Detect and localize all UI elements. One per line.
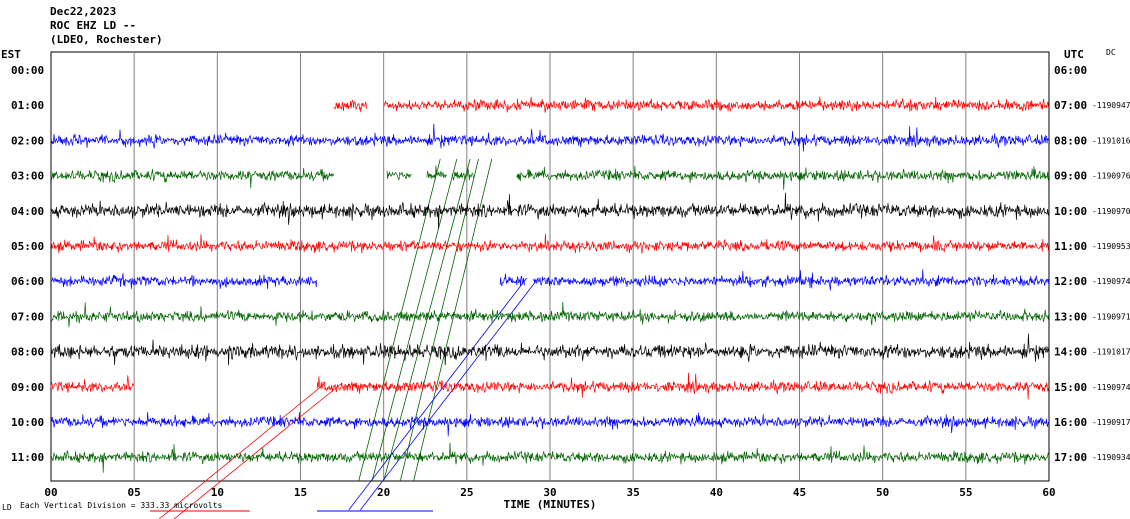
diagonal-artifact [158, 382, 326, 519]
x-tick-label: 60 [1042, 486, 1055, 499]
row-label-right: 16:00 [1054, 416, 1087, 429]
date-label: Dec22,2023 [50, 5, 117, 18]
row-label-right: 12:00 [1054, 275, 1087, 288]
diagonal-artifact [399, 158, 479, 482]
row-label-right: 09:00 [1054, 170, 1087, 183]
x-tick-label: 10 [211, 486, 224, 499]
x-tick-label: 35 [627, 486, 640, 499]
trace-segment [50, 411, 1049, 437]
row-label-left: 08:00 [11, 346, 44, 359]
dc-offset-label: -1190953 [1092, 242, 1130, 251]
dc-offset-label: -1190974 [1092, 383, 1130, 392]
dc-offset-label: -1190970 [1092, 207, 1130, 216]
row-label-right: 11:00 [1054, 240, 1087, 253]
station-label: ROC EHZ LD -- [50, 19, 137, 32]
row-label-left: 06:00 [11, 275, 44, 288]
x-tick-label: 45 [793, 486, 806, 499]
x-tick-label: 30 [543, 486, 556, 499]
trace-segment [50, 192, 1050, 229]
x-tick-label: 00 [44, 486, 57, 499]
diagonal-artifact [348, 277, 528, 511]
trace-segment [383, 96, 1049, 113]
diagonal-artifact [360, 277, 539, 511]
row-label-right: 08:00 [1054, 134, 1087, 147]
trace-segment [50, 333, 1050, 366]
row-label-right: 14:00 [1054, 346, 1087, 359]
trace-segment [50, 375, 135, 393]
row-label-left: 03:00 [11, 170, 44, 183]
row-label-left: 10:00 [11, 416, 44, 429]
x-tick-label: 55 [959, 486, 972, 499]
row-label-left: 07:00 [11, 310, 44, 323]
trace-segment [451, 168, 474, 181]
row-label-left: 09:00 [11, 381, 44, 394]
left-zone-label: EST [1, 48, 21, 61]
footer-mark: LD [2, 503, 12, 512]
row-label-left: 05:00 [11, 240, 44, 253]
trace-segment [50, 442, 1050, 473]
row-label-right: 10:00 [1054, 205, 1087, 218]
row-label-right: 15:00 [1054, 381, 1087, 394]
x-axis-label: TIME (MINUTES) [504, 498, 597, 511]
row-label-left: 11:00 [11, 451, 44, 464]
x-tick-label: 05 [128, 486, 141, 499]
row-label-left: 04:00 [11, 205, 44, 218]
trace-segment [50, 301, 1050, 328]
dc-label: DC [1106, 48, 1116, 57]
right-zone-label: UTC [1064, 48, 1084, 61]
dc-offset-label: -1191016 [1092, 136, 1130, 145]
dc-offset-label: -1190971 [1092, 312, 1130, 321]
trace-segment [333, 99, 368, 113]
x-tick-label: 50 [876, 486, 889, 499]
network-label: (LDEO, Rochester) [50, 33, 163, 46]
trace-segment [50, 167, 334, 189]
row-label-left: 02:00 [11, 134, 44, 147]
dc-offset-label: -1190974 [1092, 277, 1130, 286]
dc-offset-label: -1190947 [1092, 101, 1130, 110]
trace-segment [386, 170, 412, 181]
row-label-left: 00:00 [11, 64, 44, 77]
diagonal-artifact [358, 158, 441, 482]
trace-segment [533, 269, 1050, 291]
diagonal-artifact [371, 158, 458, 482]
row-label-right: 17:00 [1054, 451, 1087, 464]
trace-segment [50, 123, 1050, 152]
x-tick-label: 40 [710, 486, 723, 499]
row-label-left: 01:00 [11, 99, 44, 112]
trace-segment [316, 372, 1049, 400]
x-tick-label: 25 [460, 486, 473, 499]
dc-offset-label: -1190976 [1092, 172, 1130, 181]
dc-offset-label: -1191017 [1092, 348, 1130, 357]
row-label-right: 06:00 [1054, 64, 1087, 77]
trace-segment [516, 165, 1050, 190]
x-tick-label: 20 [377, 486, 390, 499]
dc-offset-label: -1190917 [1092, 418, 1130, 427]
trace-segment [50, 233, 1050, 254]
x-tick-label: 15 [294, 486, 307, 499]
row-label-right: 07:00 [1054, 99, 1087, 112]
trace-segment [50, 273, 318, 290]
trace-segment [499, 273, 526, 287]
dc-offset-label: -1190934 [1092, 453, 1130, 462]
row-label-right: 13:00 [1054, 310, 1087, 323]
trace-segment [426, 165, 447, 181]
diagonal-artifact [173, 382, 343, 519]
scale-note: Each Vertical Division = 333.33 microvol… [20, 501, 222, 510]
